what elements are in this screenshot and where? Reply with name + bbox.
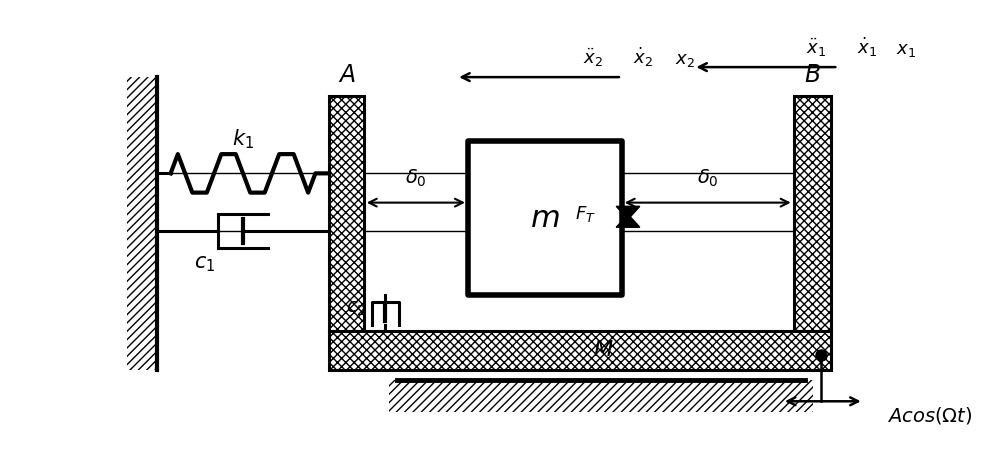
- Text: $x_2$: $x_2$: [675, 51, 695, 69]
- Text: $\dot{x}_1$: $\dot{x}_1$: [857, 36, 878, 59]
- Bar: [127, 77, 157, 370]
- Text: $\ddot{x}_1$: $\ddot{x}_1$: [806, 37, 827, 59]
- Text: $\delta_0$: $\delta_0$: [405, 168, 427, 189]
- Text: $A$: $A$: [338, 63, 355, 87]
- Text: $\dot{x}_2$: $\dot{x}_2$: [633, 46, 653, 69]
- Text: $k_1$: $k_1$: [232, 127, 254, 150]
- Text: $\mathbf{\mathit{B}}$: $\mathbf{\mathit{B}}$: [804, 63, 820, 87]
- Bar: [329, 96, 364, 331]
- Polygon shape: [616, 206, 640, 219]
- Bar: [468, 141, 622, 295]
- Bar: [794, 96, 831, 331]
- Bar: [329, 331, 831, 370]
- Bar: [389, 380, 813, 414]
- Text: $c_2$: $c_2$: [346, 300, 366, 319]
- Text: $F_T$: $F_T$: [575, 204, 596, 224]
- Text: $x_1$: $x_1$: [896, 41, 916, 59]
- Text: $\ddot{x}_2$: $\ddot{x}_2$: [583, 47, 603, 69]
- Text: $\mathit{M}$: $\mathit{M}$: [593, 339, 613, 362]
- Text: $c_1$: $c_1$: [194, 255, 215, 274]
- Text: $\delta_0$: $\delta_0$: [697, 168, 719, 189]
- Text: $m$: $m$: [530, 202, 560, 233]
- Text: $Acos(\Omega t)$: $Acos(\Omega t)$: [887, 405, 972, 426]
- Polygon shape: [616, 214, 640, 227]
